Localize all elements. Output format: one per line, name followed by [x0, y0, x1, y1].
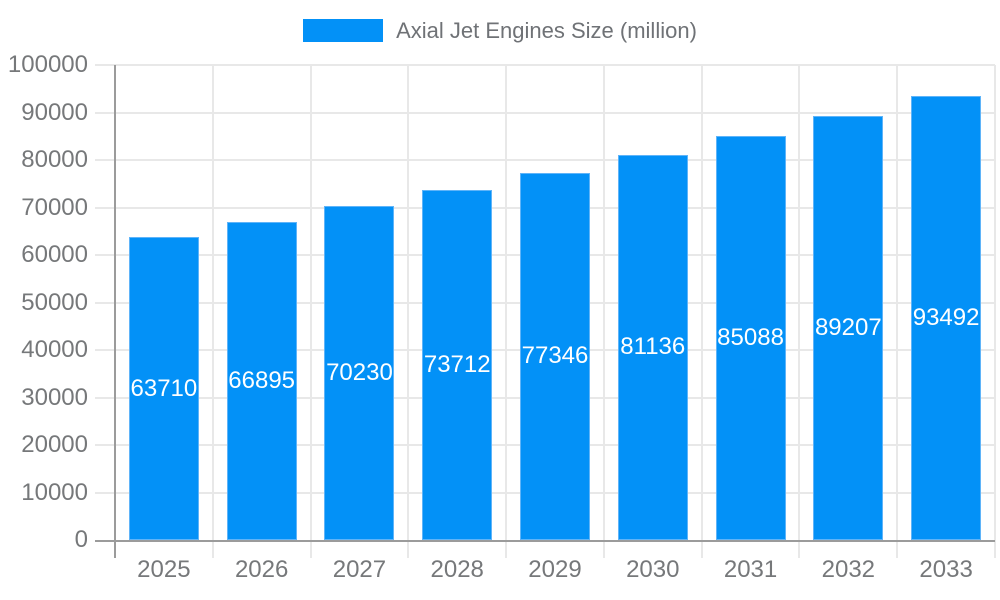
gridline-vertical — [700, 65, 703, 558]
bar-value-label: 77346 — [521, 342, 589, 370]
x-tick-label: 2026 — [234, 556, 289, 583]
bar-2025[interactable] — [128, 237, 199, 540]
x-tick-label: 2025 — [137, 556, 191, 583]
y-tick-label: 80000 — [21, 146, 88, 173]
x-axis-line — [95, 540, 995, 542]
gridline-vertical — [407, 65, 410, 558]
gridline-vertical — [505, 65, 508, 558]
bar-2033[interactable] — [911, 95, 982, 540]
bar-2028[interactable] — [422, 189, 493, 540]
bar-value-label: 93492 — [912, 303, 980, 331]
bar-2031[interactable] — [715, 135, 786, 540]
x-tick-label: 2032 — [821, 556, 876, 583]
x-tick-label: 2029 — [528, 556, 582, 583]
y-axis-line — [114, 65, 116, 558]
y-tick-label: 90000 — [21, 98, 88, 126]
gridline-vertical — [602, 65, 605, 558]
gridline-horizontal — [95, 159, 995, 161]
bar-value-label: 66895 — [228, 367, 296, 395]
legend-label: Axial Jet Engines Size (million) — [396, 18, 697, 43]
gridline-vertical — [211, 65, 214, 558]
y-tick-label: 30000 — [21, 383, 88, 411]
x-tick-label: 2033 — [919, 556, 973, 583]
y-tick-label: 50000 — [21, 288, 88, 316]
y-tick-label: 70000 — [21, 193, 88, 221]
gridline-vertical — [309, 65, 312, 558]
y-tick-label: 100000 — [7, 51, 88, 78]
x-tick-label: 2030 — [626, 556, 680, 583]
gridline-vertical — [896, 65, 899, 558]
x-tick-label: 2028 — [430, 556, 484, 583]
x-tick-label: 2031 — [723, 556, 778, 583]
bar-2026[interactable] — [226, 222, 297, 540]
bar-2032[interactable] — [813, 116, 884, 540]
x-tick-label: 2027 — [332, 556, 387, 583]
y-tick-label: 60000 — [21, 241, 88, 268]
bar-value-label: 89207 — [814, 314, 882, 342]
y-tick-label: 0 — [74, 526, 88, 553]
y-tick-label: 10000 — [21, 478, 88, 506]
bar-2029[interactable] — [520, 172, 590, 540]
bar-value-label: 81136 — [620, 333, 686, 361]
gridline-vertical — [994, 65, 996, 558]
bar-2030[interactable] — [617, 154, 688, 540]
bar-2027[interactable] — [324, 206, 395, 540]
gridline-vertical — [798, 65, 801, 558]
y-tick-label: 40000 — [21, 336, 88, 363]
bar-value-label: 63710 — [130, 374, 198, 402]
bar-value-label: 85088 — [717, 323, 784, 351]
gridline-horizontal — [95, 64, 995, 66]
y-tick-label: 20000 — [21, 431, 88, 458]
legend-swatch — [303, 19, 384, 42]
legend[interactable]: Axial Jet Engines Size (million) — [0, 19, 1000, 42]
bar-value-label: 70230 — [326, 359, 393, 387]
gridline-horizontal — [95, 111, 995, 114]
bar-value-label: 73712 — [423, 350, 491, 378]
